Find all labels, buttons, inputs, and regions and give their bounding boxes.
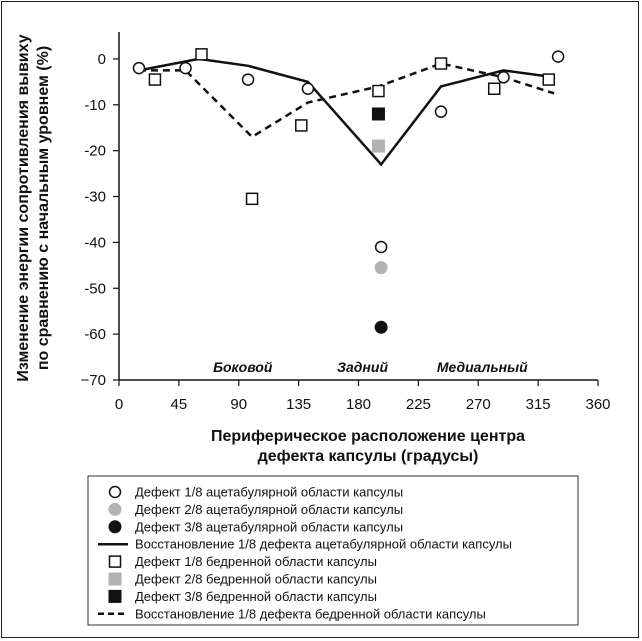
data-point-series-5	[434, 57, 448, 70]
legend-marker-swatch	[108, 485, 122, 499]
data-point-series-6	[371, 139, 385, 153]
ticks-group: 0 45 90 135 180 225 270 315 360 0 -10 -20 -30 -40 -50 -…	[81, 51, 611, 413]
y-tick-label: -10	[84, 97, 106, 114]
region-label: Медиальный	[437, 359, 528, 375]
data-point-series-1	[434, 105, 448, 118]
legend-entry-label: Восстановление 1/8 дефекта ацетабулярной…	[135, 537, 512, 552]
data-point-series-3	[374, 320, 388, 334]
legend-entry-label: Дефект 2/8 бедренной области капсулы	[135, 572, 377, 587]
x-tick-label: 135	[286, 396, 311, 413]
y-tick-label: -20	[84, 143, 106, 160]
data-point-series-5	[372, 84, 385, 98]
legend-marker-swatch	[108, 555, 122, 568]
y-axis-title-line-2: по сравнению с начальным уровнем (%)	[35, 46, 52, 370]
data-point-series-5	[487, 82, 501, 95]
region-label: Боковой	[213, 359, 273, 375]
y-tick-label: -30	[84, 189, 106, 206]
data-point-series-1	[301, 82, 315, 95]
data-point-series-1	[241, 73, 255, 86]
data-point-series-1	[179, 61, 192, 75]
legend-entry-label: Дефект 3/8 бедренной области капсулы	[135, 589, 377, 604]
y-tick-label: 0	[98, 51, 106, 68]
x-tick-label: 45	[171, 396, 188, 413]
legend-entry-label: Дефект 2/8 ацетабулярной области капсулы	[135, 502, 403, 517]
legend: Дефект 1/8 ацетабулярной области капсулы…	[98, 485, 512, 621]
y-tick-label: −70	[81, 372, 106, 389]
x-tick-label: 180	[346, 396, 371, 413]
legend-box	[87, 475, 579, 626]
data-point-series-1	[551, 50, 565, 63]
x-tick-label: 0	[115, 396, 123, 413]
data-point-series-5	[295, 119, 308, 132]
y-axis-title-line-1: Изменение энергии сопротивления вывиху	[15, 34, 32, 381]
y-tick-label: -50	[84, 280, 106, 297]
series-line-femoral-repair	[138, 62, 555, 139]
y-tick-label: -40	[84, 234, 106, 251]
legend-entry-label: Дефект 1/8 ацетабулярной области капсулы	[135, 485, 403, 500]
y-tick-label: -60	[84, 326, 106, 343]
legend-marker-swatch	[108, 589, 122, 603]
data-point-series-2	[374, 261, 388, 275]
plot-area	[132, 48, 565, 334]
x-tick-label: 360	[585, 396, 610, 413]
data-point-series-7	[371, 107, 385, 121]
data-point-series-1	[374, 240, 388, 254]
data-point-series-5	[245, 192, 259, 206]
data-point-series-5	[195, 48, 208, 61]
x-tick-label: 90	[230, 396, 247, 413]
data-point-series-5	[542, 73, 556, 86]
legend-marker-swatch	[108, 572, 122, 586]
x-axis-title-line-2: дефекта капсулы (градусы)	[258, 448, 479, 465]
x-axis-title-line-1: Периферическое расположение центра	[211, 428, 525, 445]
legend-marker-swatch	[108, 502, 122, 516]
legend-entry-label: Восстановление 1/8 дефекта бедренной обл…	[135, 606, 486, 621]
x-tick-label: 315	[526, 396, 551, 413]
legend-entry-label: Дефект 3/8 ацетабулярной области капсулы	[135, 519, 403, 534]
x-tick-label: 225	[406, 396, 431, 413]
data-point-series-5	[148, 73, 162, 86]
region-label: Задний	[337, 359, 388, 375]
legend-entry-label: Дефект 1/8 бедренной области капсулы	[135, 554, 377, 569]
data-point-series-1	[497, 71, 510, 84]
data-point-series-1	[132, 61, 146, 75]
legend-marker-swatch	[108, 520, 122, 534]
x-tick-label: 270	[466, 396, 491, 413]
